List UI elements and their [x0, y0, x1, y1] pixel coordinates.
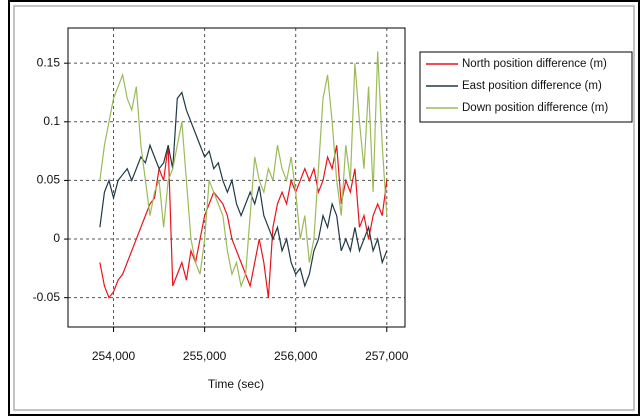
x-tick-label: 257,000	[365, 349, 409, 363]
legend-label: East position difference (m)	[462, 80, 602, 92]
y-tick-label: 0.15	[37, 55, 61, 69]
legend-label: North position difference (m)	[462, 58, 607, 70]
x-tick-label: 255,000	[183, 349, 227, 363]
plot-area	[68, 28, 405, 327]
y-tick-label: 0.05	[37, 173, 61, 187]
series-line	[99, 51, 388, 289]
inner-frame	[13, 5, 635, 411]
series-line	[99, 91, 388, 288]
x-tick-label: 254,000	[92, 349, 136, 363]
y-tick-label: -0.05	[33, 290, 61, 304]
y-tick-label: 0	[53, 231, 60, 245]
legend-label: Down position difference (m)	[462, 102, 608, 114]
x-tick-label: 256,000	[274, 349, 318, 363]
y-tick-label: 0.1	[43, 114, 60, 128]
x-axis-label: Time (sec)	[208, 377, 264, 391]
series-line	[99, 145, 388, 299]
plot-border	[67, 27, 406, 328]
